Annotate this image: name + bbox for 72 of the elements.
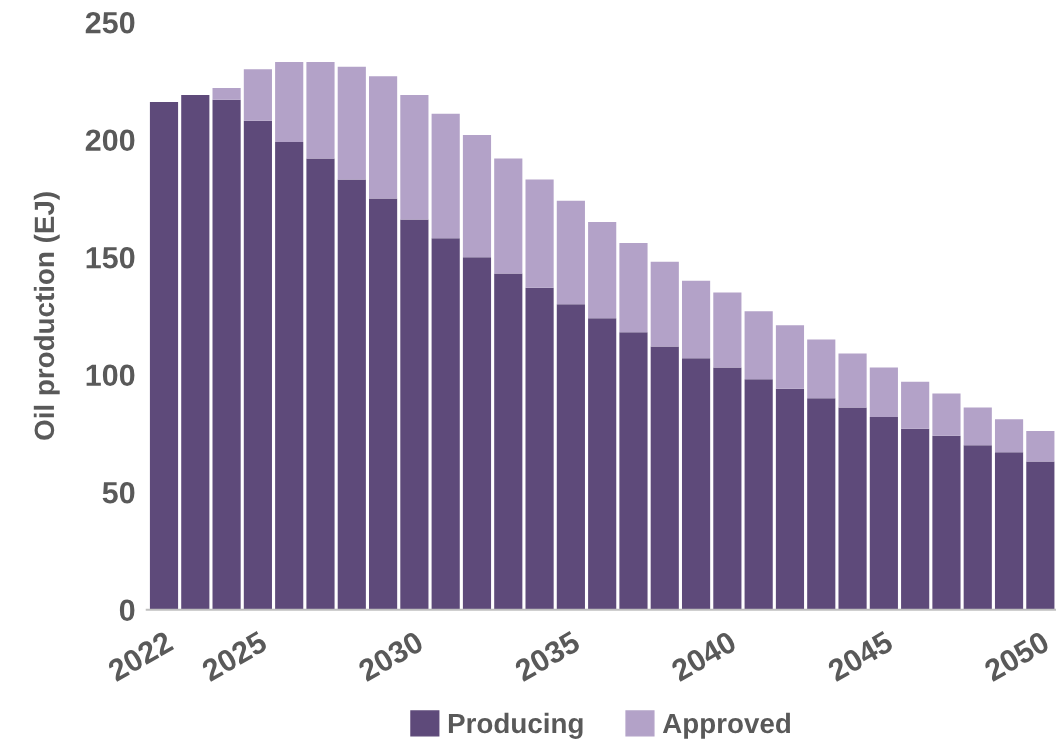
bar [807,339,836,399]
bar [838,353,867,408]
bar [400,219,429,610]
bar [181,95,210,610]
x-tick-label: 2030 [356,630,425,683]
bar [744,379,773,610]
bar [275,62,304,143]
y-tick-label: 250 [85,11,135,34]
bar [869,416,898,610]
bar [901,428,930,610]
bar [588,221,617,319]
bar [306,158,335,610]
bar [462,257,492,610]
bar [932,435,961,610]
bar [901,381,930,429]
bar [619,243,648,333]
x-tick-label: 2035 [513,630,582,683]
bar [1026,431,1055,462]
bar [775,388,805,610]
bar [212,87,241,100]
bar [713,292,742,368]
y-tick-label: 100 [86,364,135,387]
x-tick-label: 2022 [106,630,175,683]
bar [306,62,335,159]
bar [650,261,679,347]
y-tick-label: 0 [119,599,135,622]
legend-label: Producing [448,712,583,739]
bar [1026,461,1055,610]
bar [744,311,773,380]
x-tick-label: 2050 [982,630,1051,683]
bar [337,179,366,610]
y-tick-label: 50 [102,481,135,504]
bar [994,452,1024,610]
bar [337,66,366,180]
bar [807,398,836,610]
bar [556,200,585,305]
bar [462,134,492,258]
bar [400,95,429,220]
y-tick-label: 200 [85,129,135,152]
bar [713,367,742,610]
bar [619,332,648,610]
bar [275,142,304,610]
bar [869,367,898,417]
x-tick-label: 2025 [200,630,269,683]
bar [775,325,805,389]
bar [588,318,617,610]
bar [369,76,398,199]
bar [243,120,272,610]
bar [838,407,867,610]
bar [369,198,398,610]
bar [149,102,179,610]
y-axis-title: Oil production (EJ) [33,192,60,440]
legend-label: Approved [662,712,790,739]
bar [212,99,241,610]
x-tick-label: 2040 [669,630,738,683]
y-tick-label: 150 [86,246,135,269]
x-tick-label: 2045 [826,630,895,683]
bar [525,179,554,288]
bar [681,358,711,610]
bar [650,346,679,610]
bar [963,407,992,446]
bar [431,238,460,610]
bar [963,445,992,610]
bar [525,287,554,610]
bar [994,419,1024,453]
bar [494,273,523,610]
bar [494,158,523,274]
bar [243,69,272,121]
bar [556,304,585,610]
bar [932,393,961,436]
bar [681,280,711,359]
bar [431,113,460,239]
